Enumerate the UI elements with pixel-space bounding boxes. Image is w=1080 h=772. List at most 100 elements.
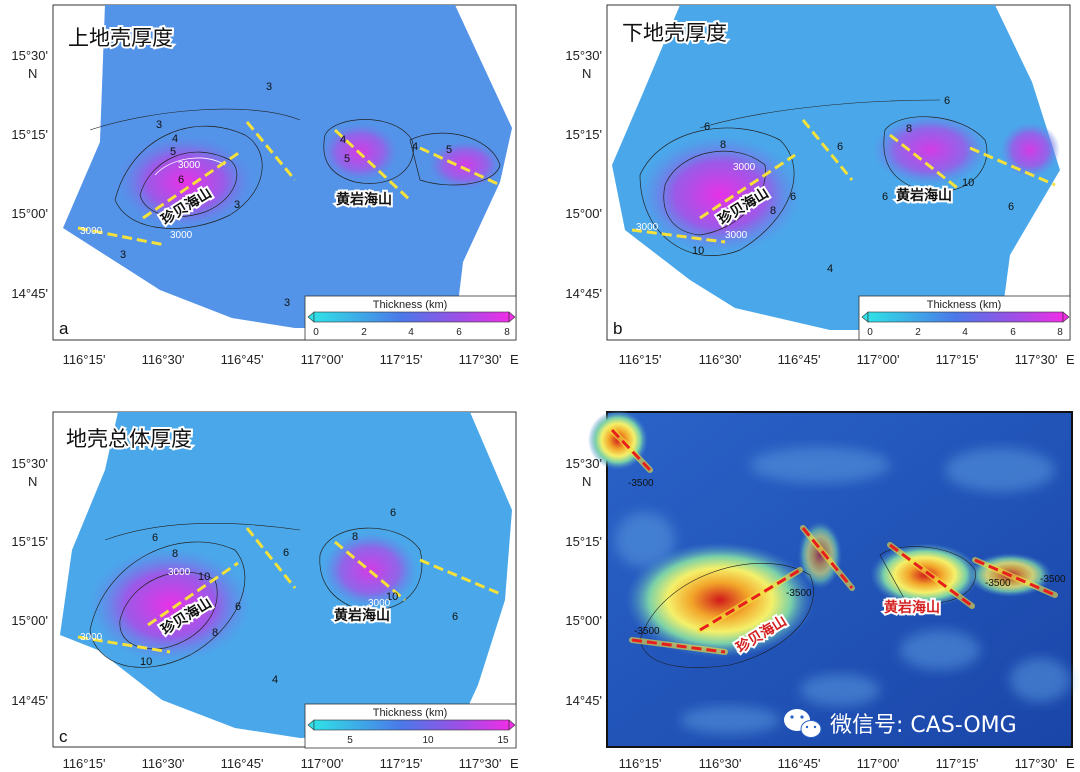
panel-b-lat-axis: 15°30' N 15°15' 15°00' 14°45'	[565, 48, 602, 301]
panel-a-colorbar-title: Thickness (km)	[373, 299, 448, 311]
panel-a-colorbar-tick: 8	[504, 327, 510, 338]
panel-a-colorbar-tick: 0	[313, 327, 319, 338]
lat-suffix: N	[582, 474, 591, 489]
panel-b-anomaly-east	[1000, 122, 1060, 178]
panel-c-contour-label: 10	[198, 571, 210, 583]
panel-a: 3 3 4 5 6 3000 3000 3000 3 4 5 5 4 3 3 上…	[11, 4, 519, 367]
lat-tick: 15°15'	[11, 127, 48, 142]
panel-a-contour-label: 5	[170, 146, 176, 158]
lon-tick: 116°45'	[221, 352, 264, 367]
panel-c-contour-label: 8	[352, 531, 358, 543]
lat-tick: 15°30'	[565, 456, 602, 471]
panel-a-label-huangyan: 黄岩海山	[336, 191, 392, 208]
panel-b-fault-mid	[801, 119, 854, 181]
panel-c-contour-label: 3000	[368, 598, 391, 609]
panel-a-contour-east	[409, 132, 501, 186]
lat-tick: 15°00'	[11, 613, 48, 628]
panel-d-relief	[615, 447, 1070, 734]
panel-a-contour-label: 3	[120, 249, 126, 261]
panel-d-contour-zhenbei	[639, 563, 814, 668]
panel-c-contour-6	[104, 523, 301, 541]
panel-a-contour-huangyan	[323, 119, 414, 184]
panel-c-contour-label: 6	[390, 507, 396, 519]
panel-c-contour-label: 3000	[168, 567, 191, 578]
panel-a-letter: a	[59, 319, 69, 338]
panel-b-colorbar-tick: 0	[867, 327, 873, 338]
panel-b-colorbar-tick: 4	[962, 327, 968, 338]
panel-a-bathy-contour	[154, 157, 226, 176]
panel-b-colorbar-tick: 2	[915, 327, 921, 338]
panel-c-colorbar-title: Thickness (km)	[373, 707, 448, 719]
panel-c-label-huangyan: 黄岩海山	[334, 607, 390, 624]
panel-a-anomaly-east	[427, 140, 503, 190]
watermark-text: 微信号: CAS-OMG	[830, 713, 1017, 738]
lon-tick: 117°00'	[857, 352, 900, 367]
panel-b-contour-label: 3000	[725, 230, 748, 241]
panel-c-contour-label: 6	[235, 601, 241, 613]
panel-a-colorbar-tick: 2	[361, 327, 367, 338]
panel-d: -3500 -3500 -3500 -3500 -3500 珍贝海山 黄岩海山 …	[565, 410, 1075, 771]
lon-tick: 117°15'	[380, 352, 423, 367]
panel-a-contour-label: 3	[156, 119, 162, 131]
panel-c-letter: c	[59, 727, 68, 746]
panel-a-contour-label: 4	[412, 141, 418, 153]
panel-d-depth-label: -3500	[1040, 574, 1066, 585]
panel-d-relief-zhenbei	[625, 542, 815, 658]
panel-b-label-huangyan: 黄岩海山	[896, 187, 952, 204]
panel-b-lon-axis: 116°15' 116°30' 116°45' 117°00' 117°15' …	[619, 352, 1075, 367]
panel-b-letter: b	[613, 319, 622, 338]
lon-tick: 116°15'	[63, 756, 106, 771]
lon-suffix: E	[1066, 756, 1075, 771]
lon-suffix: E	[510, 352, 519, 367]
lon-tick: 117°15'	[936, 352, 979, 367]
panel-a-lon-axis: 116°15' 116°30' 116°45' 117°00' 117°15' …	[63, 352, 519, 367]
lon-tick: 117°30'	[1015, 352, 1058, 367]
panel-b-contour-label: 3000	[636, 222, 659, 233]
panel-b-anomaly-zhenbei	[638, 135, 802, 255]
panel-c-colorbar-tick: 10	[422, 735, 434, 746]
lat-tick: 15°15'	[565, 534, 602, 549]
panel-c-colorbar-tick: 15	[497, 735, 509, 746]
panel-d-fault-mid	[801, 527, 854, 589]
panel-b-fault-east	[969, 146, 1056, 187]
panel-a-contour-label: 5	[344, 153, 350, 165]
panel-b-colorbar-tick: 6	[1010, 327, 1016, 338]
panel-a-contour-label: 3	[284, 297, 290, 309]
panel-c-lat-axis: 15°30' N 15°15' 15°00' 14°45'	[11, 456, 48, 708]
panel-c-anomaly-zhenbei	[88, 547, 252, 663]
lon-tick: 117°00'	[301, 352, 344, 367]
lat-tick: 15°00'	[11, 206, 48, 221]
panel-b-contour-label: 10	[962, 177, 974, 189]
panel-b-contour-label: 6	[704, 121, 710, 133]
panel-a-fault-zhenbei	[142, 150, 241, 220]
panel-c-title: 地壳总体厚度	[66, 427, 192, 451]
panel-d-depth-label: -3500	[634, 626, 660, 637]
panel-a-contour-label: 3	[266, 81, 272, 93]
panel-a-grid-overlay	[63, 5, 512, 328]
lon-tick: 116°45'	[221, 756, 264, 771]
panel-d-label-huangyan: 黄岩海山	[884, 599, 940, 616]
panel-c-contour-huangyan	[319, 527, 423, 611]
panel-a-colorbar-tick: 4	[408, 327, 414, 338]
lat-suffix: N	[582, 66, 591, 81]
panel-d-depth-label: -3500	[628, 478, 654, 489]
panel-a-contour-label: 3000	[170, 230, 193, 241]
lon-tick: 117°30'	[1015, 756, 1058, 771]
panel-b-contour-6	[699, 99, 941, 129]
panel-a-anomaly-zhenbei	[115, 134, 255, 230]
panel-a-title: 上地壳厚度	[68, 26, 173, 50]
panel-c-fault-mid	[245, 527, 297, 589]
panel-b-contour-label: 6	[882, 191, 888, 203]
lat-tick: 15°30'	[565, 48, 602, 63]
panel-a-fault-huangyan	[333, 128, 412, 202]
panel-c-contour-label: 8	[212, 627, 218, 639]
lat-tick: 15°15'	[11, 534, 48, 549]
panel-a-contour-outer	[114, 125, 263, 229]
panel-c-fault-zhenbei	[147, 561, 239, 627]
panel-a-contour-label: 5	[446, 144, 452, 156]
panel-a-fault-mid	[245, 121, 297, 181]
lat-tick: 15°30'	[11, 48, 48, 63]
panel-c-contour-label: 6	[283, 547, 289, 559]
lon-tick: 117°30'	[459, 352, 502, 367]
panel-b-contour-outer	[639, 127, 795, 256]
